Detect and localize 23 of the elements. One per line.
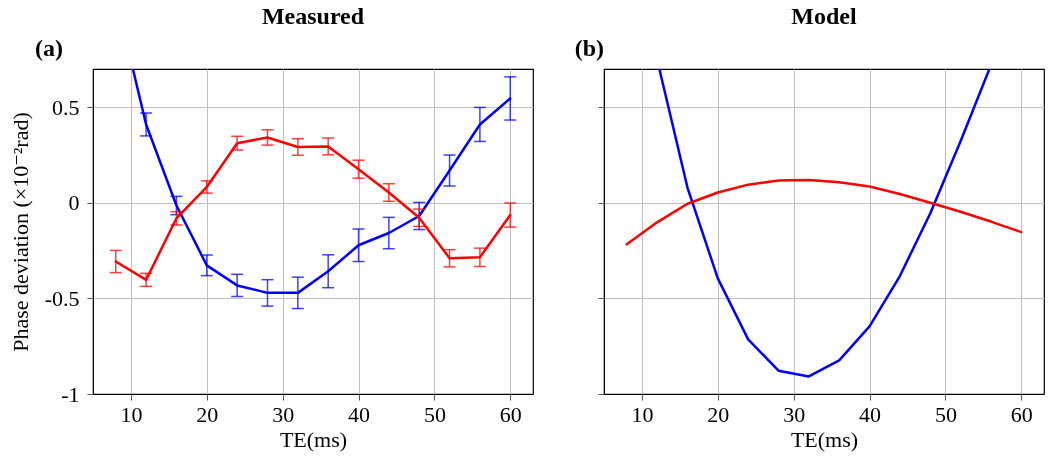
- y-tick-label: 0: [68, 190, 80, 216]
- x-axis-title: TE(ms): [279, 426, 348, 452]
- x-tick-label: 10: [120, 401, 143, 427]
- x-tick-label: 40: [859, 401, 882, 427]
- x-tick-label: 40: [348, 401, 371, 427]
- text: (a): [35, 35, 63, 61]
- y-tick-label: 0.5: [52, 94, 80, 120]
- chart-title: Model: [791, 3, 857, 29]
- x-tick-label: 20: [707, 401, 730, 427]
- x-axis-title: TE(ms): [790, 426, 859, 452]
- x-tick-label: 60: [1010, 401, 1033, 427]
- x-tick-label: 10: [631, 401, 654, 427]
- y-tick-label: -1: [61, 381, 80, 407]
- x-tick-label: 50: [423, 401, 446, 427]
- x-tick-label: 20: [196, 401, 219, 427]
- x-tick-label: 50: [934, 401, 957, 427]
- x-tick-label: 60: [499, 401, 522, 427]
- y-axis-title: Phase deviation (×10⁻²rad): [7, 112, 33, 352]
- text: (b): [574, 35, 604, 61]
- x-tick-label: 30: [783, 401, 806, 427]
- y-tick-label: -0.5: [44, 285, 80, 311]
- chart-title: Measured: [261, 3, 365, 29]
- x-tick-label: 30: [272, 401, 295, 427]
